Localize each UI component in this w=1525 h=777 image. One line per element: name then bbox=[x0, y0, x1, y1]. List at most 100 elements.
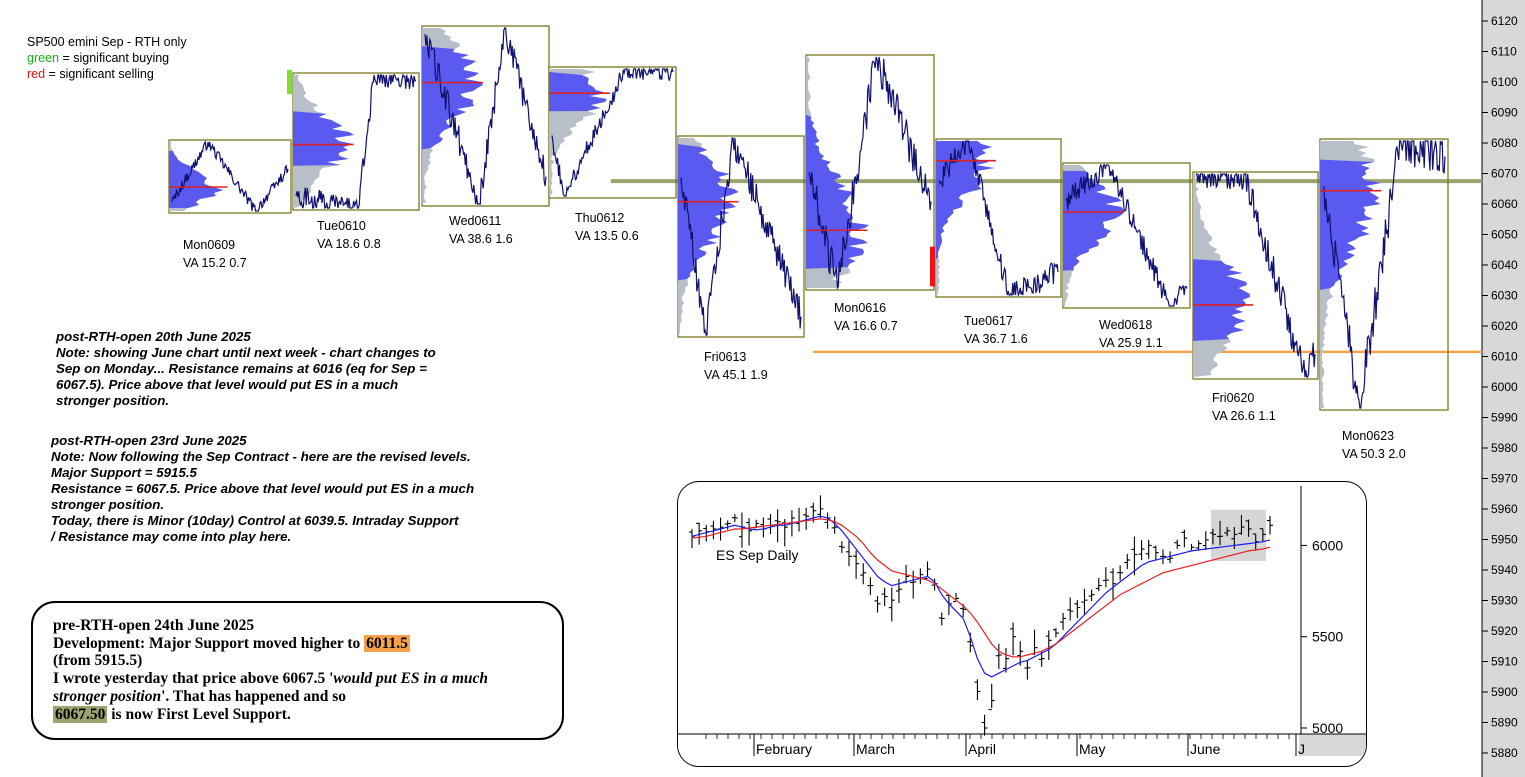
y-tick-label: 5890 bbox=[1491, 716, 1518, 730]
daily-x-tick-label: May bbox=[1079, 741, 1105, 757]
price-axis-panel bbox=[1482, 0, 1525, 777]
y-tick-label: 6120 bbox=[1491, 14, 1518, 28]
selling-signal-bar bbox=[930, 246, 935, 287]
y-tick-label: 6020 bbox=[1491, 319, 1518, 333]
value-area bbox=[806, 114, 869, 269]
y-tick-label: 5940 bbox=[1491, 563, 1518, 577]
price-line bbox=[808, 56, 932, 290]
session-stats: VA 45.1 1.9 bbox=[704, 368, 768, 382]
daily-axis-corner bbox=[1299, 734, 1366, 756]
y-tick-label: 6080 bbox=[1491, 136, 1518, 150]
y-tick-label: 6050 bbox=[1491, 228, 1518, 242]
value-area bbox=[936, 141, 995, 259]
development-heading: pre-RTH-open 24th June 2025 bbox=[53, 617, 255, 634]
value-area bbox=[549, 72, 607, 112]
daily-fast-ma-line bbox=[691, 515, 1271, 678]
daily-y-tick-label: 6000 bbox=[1312, 537, 1343, 553]
value-area bbox=[1320, 159, 1382, 290]
y-tick-label: 5910 bbox=[1491, 655, 1518, 669]
session-label: Fri0613 bbox=[704, 350, 746, 364]
daily-x-axis-band bbox=[678, 734, 1366, 766]
session-Tue0610: Tue0610 VA 18.6 0.8 bbox=[292, 72, 420, 251]
daily-x-tick-label: April bbox=[968, 741, 996, 757]
y-tick-label: 5970 bbox=[1491, 472, 1518, 486]
chart-legend: SP500 emini Sep - RTH only green = signi… bbox=[27, 34, 187, 82]
daily-y-tick-label: 5500 bbox=[1312, 629, 1343, 645]
y-tick-label: 5960 bbox=[1491, 502, 1518, 516]
session-label: Wed0611 bbox=[449, 214, 501, 228]
note-23-june: post-RTH-open 23rd June 2025 Note: Now f… bbox=[51, 433, 475, 544]
development-first-support: 6067.50 is now First Level Support. bbox=[53, 705, 291, 723]
value-area bbox=[293, 111, 355, 166]
daily-x-tick-label: J bbox=[1298, 741, 1305, 757]
y-tick-label: 6090 bbox=[1491, 106, 1518, 120]
session-label: Mon0616 bbox=[834, 301, 886, 315]
value-area bbox=[169, 151, 224, 208]
price-line bbox=[680, 137, 802, 336]
buying-signal-bar bbox=[287, 69, 292, 95]
development-box: pre-RTH-open 24th June 2025 Development:… bbox=[31, 601, 564, 740]
y-tick-label: 6110 bbox=[1491, 45, 1517, 59]
session-stats: VA 38.6 1.6 bbox=[449, 232, 513, 246]
y-tick-label: 5900 bbox=[1491, 685, 1518, 699]
session-label: Thu0612 bbox=[575, 211, 624, 225]
session-stats: VA 25.9 1.1 bbox=[1099, 336, 1163, 350]
daily-slow-ma-line bbox=[691, 518, 1271, 658]
price-line bbox=[295, 73, 417, 209]
daily-x-tick-label: February bbox=[756, 741, 812, 757]
session-Wed0618: Wed0618 VA 25.9 1.1 bbox=[1062, 162, 1191, 350]
y-tick-label: 6100 bbox=[1491, 75, 1518, 89]
session-Fri0613: Fri0613 VA 45.1 1.9 bbox=[677, 135, 805, 382]
session-label: Tue0617 bbox=[964, 314, 1013, 328]
y-tick-label: 6000 bbox=[1491, 380, 1518, 394]
y-tick-label: 6010 bbox=[1491, 350, 1518, 364]
session-stats: VA 26.6 1.1 bbox=[1212, 409, 1276, 423]
price-line bbox=[1065, 163, 1188, 307]
price-line bbox=[1322, 139, 1446, 409]
daily-x-tick-label: March bbox=[856, 741, 895, 757]
session-Tue0617: Tue0617 VA 36.7 1.6 bbox=[935, 138, 1062, 346]
major-support-value: 6011.5 bbox=[364, 634, 410, 652]
session-Thu0612: Thu0612 VA 13.5 0.6 bbox=[548, 66, 677, 243]
y-tick-label: 5920 bbox=[1491, 624, 1518, 638]
price-line bbox=[551, 66, 674, 197]
legend-selling: red = significant selling bbox=[27, 67, 154, 81]
session-stats: VA 50.3 2.0 bbox=[1342, 447, 1406, 461]
session-stats: VA 18.6 0.8 bbox=[317, 237, 381, 251]
development-major-support: Development: Major Support moved higher … bbox=[53, 634, 410, 652]
y-tick-label: 5980 bbox=[1491, 441, 1518, 455]
session-Mon0623: Mon0623 VA 50.3 2.0 bbox=[1319, 138, 1449, 461]
chart-title: SP500 emini Sep - RTH only bbox=[27, 35, 187, 49]
development-from: (from 5915.5) bbox=[53, 652, 143, 670]
session-stats: VA 16.6 0.7 bbox=[834, 319, 898, 333]
daily-chart-inset: 5000 5500 6000 February March April May June J E… bbox=[677, 481, 1367, 767]
first-support-value: 6067.50 bbox=[53, 705, 108, 723]
session-stats: VA 13.5 0.6 bbox=[575, 229, 639, 243]
session-Mon0609: Mon0609 VA 15.2 0.7 bbox=[168, 139, 292, 270]
session-stats: VA 15.2 0.7 bbox=[183, 256, 247, 270]
price-line bbox=[1196, 171, 1316, 378]
value-area bbox=[422, 46, 483, 150]
y-tick-label: 6040 bbox=[1491, 258, 1518, 272]
session-label: Wed0618 bbox=[1099, 318, 1152, 332]
daily-x-tick-label: June bbox=[1190, 741, 1221, 757]
session-label: Mon0623 bbox=[1342, 429, 1394, 443]
y-tick-label: 5990 bbox=[1491, 411, 1518, 425]
session-label: Mon0609 bbox=[183, 238, 235, 252]
y-tick-label: 5930 bbox=[1491, 594, 1518, 608]
daily-chart-title: ES Sep Daily bbox=[716, 547, 799, 563]
y-tick-label: 5880 bbox=[1491, 746, 1518, 760]
y-tick-label: 5950 bbox=[1491, 533, 1518, 547]
daily-y-tick-label: 5000 bbox=[1312, 720, 1343, 736]
value-area bbox=[1193, 259, 1250, 341]
y-tick-label: 6060 bbox=[1491, 197, 1518, 211]
y-tick-label: 6070 bbox=[1491, 167, 1518, 181]
y-tick-label: 6030 bbox=[1491, 289, 1518, 303]
value-area bbox=[1063, 170, 1124, 271]
session-stats: VA 36.7 1.6 bbox=[964, 332, 1028, 346]
session-Wed0611: Wed0611 VA 38.6 1.6 bbox=[421, 25, 550, 246]
price-line bbox=[938, 140, 1059, 297]
session-Fri0620: Fri0620 VA 26.6 1.1 bbox=[1192, 171, 1319, 423]
development-statement: I wrote yesterday that price above 6067.… bbox=[53, 670, 489, 705]
